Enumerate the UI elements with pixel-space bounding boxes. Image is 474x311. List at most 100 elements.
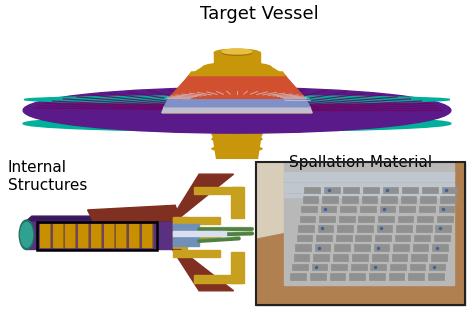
Bar [303, 196, 319, 203]
Bar [293, 254, 309, 261]
Bar [432, 244, 448, 251]
Bar [372, 254, 388, 261]
Bar [321, 206, 337, 212]
Bar [413, 244, 428, 251]
Bar [284, 193, 454, 197]
Bar [65, 224, 75, 247]
Bar [380, 206, 395, 212]
Text: Target Vessel: Target Vessel [201, 5, 319, 23]
Bar [396, 225, 412, 232]
Bar [416, 225, 431, 232]
Bar [411, 254, 427, 261]
Polygon shape [173, 249, 234, 291]
Bar [398, 216, 413, 222]
Bar [429, 264, 445, 270]
Bar [53, 224, 63, 247]
Polygon shape [88, 205, 181, 221]
Bar [371, 264, 386, 270]
Bar [352, 254, 368, 261]
Bar [214, 52, 260, 67]
Bar [316, 235, 332, 241]
Bar [374, 244, 389, 251]
Bar [356, 235, 371, 241]
Bar [376, 225, 392, 232]
Bar [37, 222, 156, 249]
Bar [434, 235, 450, 241]
Ellipse shape [222, 49, 252, 54]
Bar [339, 216, 355, 222]
Bar [395, 235, 410, 241]
Bar [331, 264, 347, 270]
Bar [315, 244, 330, 251]
Polygon shape [255, 162, 317, 238]
Bar [319, 216, 335, 222]
Bar [392, 254, 407, 261]
Bar [291, 273, 306, 280]
Ellipse shape [24, 96, 450, 103]
Bar [408, 273, 424, 280]
Bar [360, 206, 376, 212]
Bar [419, 206, 435, 212]
Bar [399, 206, 415, 212]
Bar [91, 224, 101, 247]
Bar [337, 225, 353, 232]
Bar [393, 244, 409, 251]
Ellipse shape [222, 50, 252, 55]
Bar [362, 196, 377, 203]
Bar [313, 254, 329, 261]
Bar [442, 187, 457, 193]
Bar [330, 273, 346, 280]
Ellipse shape [19, 220, 34, 249]
Bar [381, 196, 397, 203]
Text: Internal
Structures: Internal Structures [8, 160, 87, 193]
Polygon shape [173, 174, 234, 217]
Polygon shape [169, 76, 305, 98]
Polygon shape [27, 221, 181, 249]
Bar [344, 187, 359, 193]
Bar [383, 187, 398, 193]
Bar [295, 244, 311, 251]
Bar [363, 187, 379, 193]
Bar [390, 264, 406, 270]
Ellipse shape [20, 222, 33, 247]
Ellipse shape [203, 63, 271, 72]
Bar [414, 235, 430, 241]
Ellipse shape [212, 137, 262, 142]
Text: Spallation Material: Spallation Material [289, 155, 432, 170]
Bar [440, 196, 456, 203]
Bar [422, 187, 438, 193]
Bar [428, 273, 444, 280]
Ellipse shape [214, 49, 260, 56]
Bar [318, 225, 333, 232]
Bar [324, 187, 339, 193]
Bar [304, 187, 320, 193]
Bar [231, 252, 244, 283]
Bar [310, 273, 326, 280]
Bar [334, 244, 350, 251]
Bar [173, 231, 226, 236]
Bar [40, 224, 50, 247]
Bar [284, 163, 454, 285]
Bar [389, 273, 404, 280]
Bar [336, 235, 352, 241]
Bar [173, 217, 220, 224]
Bar [292, 264, 308, 270]
Bar [311, 264, 328, 270]
Bar [284, 177, 454, 181]
Bar [354, 244, 370, 251]
Bar [297, 235, 312, 241]
Bar [340, 206, 356, 212]
Bar [418, 216, 433, 222]
Bar [333, 254, 348, 261]
Bar [436, 225, 451, 232]
Bar [410, 264, 426, 270]
Bar [194, 275, 242, 283]
Ellipse shape [212, 146, 262, 151]
Bar [437, 216, 453, 222]
Bar [173, 217, 187, 249]
Bar [401, 196, 417, 203]
Ellipse shape [23, 116, 451, 131]
Bar [173, 249, 220, 257]
Bar [357, 225, 373, 232]
Bar [378, 216, 394, 222]
